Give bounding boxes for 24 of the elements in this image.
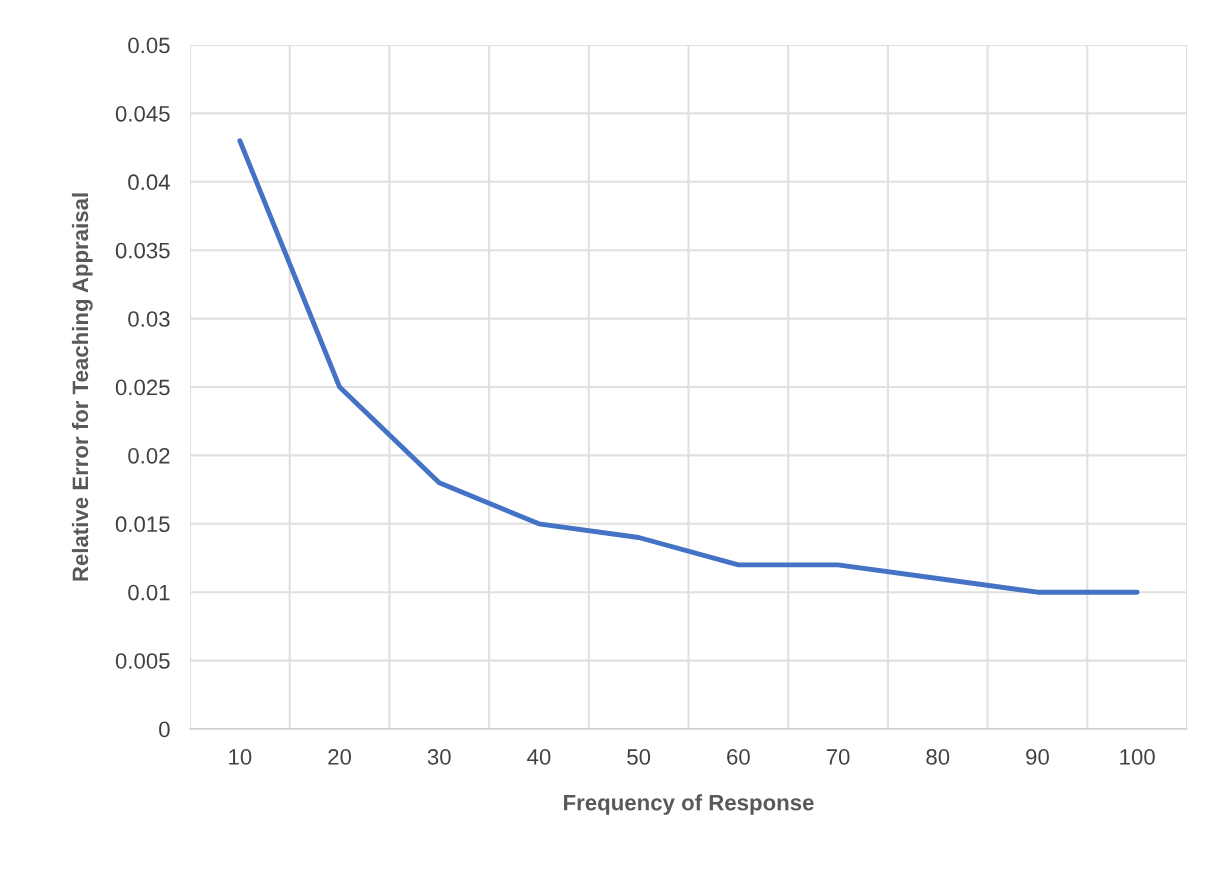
line-series: [237, 138, 1140, 595]
x-tick-label: 20: [328, 749, 352, 765]
x-tick-label: 60: [727, 749, 750, 765]
y-tick-label: 0.015: [115, 516, 170, 533]
y-tick-label: 0.045: [115, 105, 170, 122]
y-tick-label: 0.02: [128, 447, 170, 464]
y-tick-label: 0: [159, 721, 170, 738]
y-tick-label: 0.005: [115, 653, 170, 669]
x-tick-label: 90: [1026, 749, 1049, 765]
x-tick-label: 40: [527, 749, 551, 765]
y-axis-title: Relative Error for Teaching Appraisal: [71, 193, 93, 581]
x-axis-title: Frequency of Response: [564, 794, 814, 815]
x-tick-label: 70: [826, 749, 850, 765]
y-tick-label: 0.01: [128, 584, 170, 601]
x-tick-label: 80: [926, 749, 950, 765]
x-tick-label: 100: [1120, 749, 1155, 765]
x-tick-label: 10: [229, 749, 252, 765]
y-tick-label: 0.03: [128, 311, 170, 327]
y-tick-label: 0.035: [115, 242, 170, 259]
y-tick-label: 0.025: [115, 379, 170, 396]
y-tick-label: 0.05: [128, 37, 170, 54]
x-tick-label: 50: [627, 749, 651, 765]
x-tick-label: 30: [427, 749, 451, 765]
y-tick-label: 0.04: [128, 174, 170, 191]
